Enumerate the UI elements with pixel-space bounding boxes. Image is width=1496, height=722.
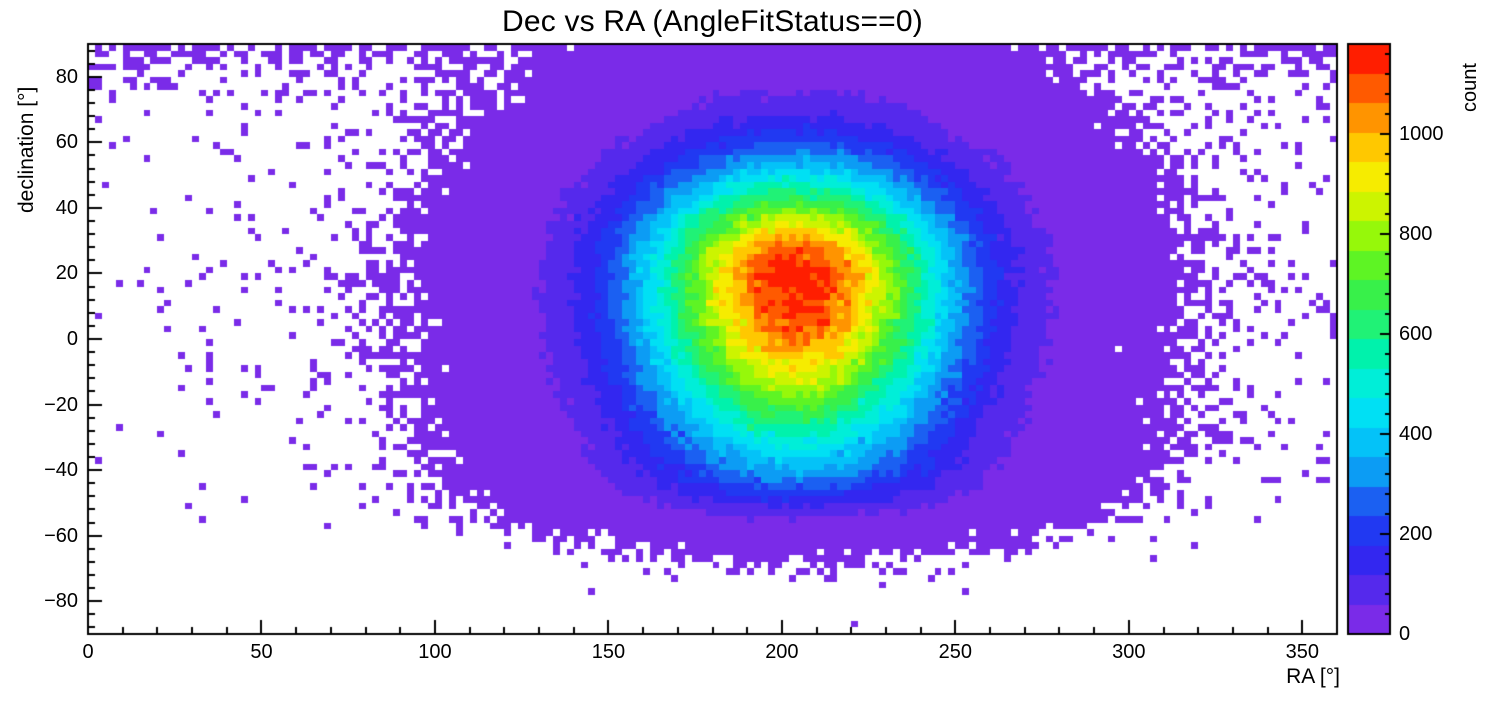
x-tick-label: 50 [250, 641, 273, 663]
x-tick-label: 150 [591, 641, 626, 663]
y-tick-label: 60 [55, 131, 78, 154]
colorbar-tick-label: 400 [1399, 423, 1433, 445]
y-tick-label: −80 [44, 590, 78, 613]
y-tick-label: 0 [66, 328, 78, 350]
colorbar-tick-label: 600 [1399, 323, 1433, 345]
y-tick-label: −40 [44, 459, 78, 482]
x-tick-label: 350 [1285, 641, 1319, 663]
colorbar-tick-label: 0 [1399, 623, 1411, 645]
x-tick-label: 200 [765, 641, 799, 663]
x-tick-label: 0 [82, 641, 94, 663]
colorbar-title: count [1459, 63, 1481, 112]
colorbar-tick-label: 800 [1399, 223, 1433, 245]
x-tick-label: 250 [938, 641, 973, 663]
y-tick-label: 20 [55, 262, 78, 285]
x-tick-label: 100 [418, 641, 452, 663]
x-axis-title: RA [°] [1286, 665, 1340, 688]
colorbar-tick-label: 200 [1399, 523, 1433, 545]
x-tick-label: 300 [1112, 641, 1146, 663]
y-tick-label: 40 [55, 196, 78, 219]
y-tick-label: −60 [44, 524, 78, 547]
y-tick-label: 80 [55, 65, 78, 88]
colorbar-tick-label: 1000 [1399, 123, 1444, 145]
y-tick-label: −20 [44, 393, 78, 416]
chart-title: Dec vs RA (AngleFitStatus==0) [502, 5, 923, 38]
